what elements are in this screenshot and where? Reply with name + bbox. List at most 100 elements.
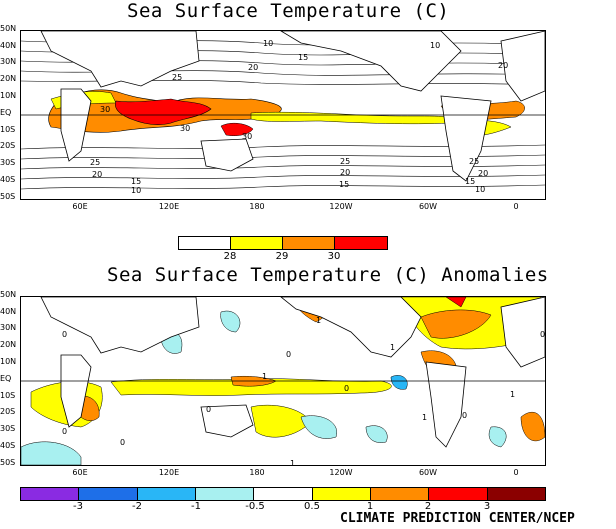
anomaly-contour-label: 0	[344, 384, 350, 393]
anomaly-colorbar-label: 0.5	[304, 501, 320, 512]
sst-colorbar-label: 29	[275, 251, 289, 262]
sst-contour-label: 20	[248, 63, 259, 72]
sst-lon-label: 0	[513, 202, 519, 211]
anomaly-negative-regions	[21, 310, 507, 465]
sst-contour-label: 15	[339, 180, 350, 189]
anomaly-lon-label: 60E	[72, 468, 88, 477]
sst-contour-label: 25	[340, 157, 351, 166]
sst-landmasses	[40, 31, 545, 182]
anomaly-contour-label: 0	[206, 405, 212, 414]
anomaly-colorbar-swatch	[137, 488, 196, 500]
sst-anomaly-map-panel	[20, 296, 546, 466]
sst-map-title: Sea Surface Temperature (C)	[127, 0, 450, 22]
anomaly-colorbar-label: 1	[366, 501, 374, 512]
sst-map-panel	[20, 30, 546, 200]
sst-colorbar-label: 28	[223, 251, 237, 262]
anomaly-contour-label: 0	[462, 411, 468, 420]
sst-contour-label: 20	[92, 170, 103, 179]
sst-lon-label: 180	[249, 202, 265, 211]
sst-colorbar-label: 30	[327, 251, 341, 262]
sst-contour-label: 15	[298, 53, 309, 62]
sst-map	[21, 31, 545, 190]
anomaly-colorbar-label: 2	[424, 501, 432, 512]
sst-contour-label: 30	[242, 132, 253, 141]
anomaly-colorbar-swatch	[312, 488, 371, 500]
anomaly-lat-label: 40N	[0, 307, 17, 316]
anomaly-colorbar-label: -3	[73, 501, 83, 512]
sst-lon-label: 120E	[158, 202, 180, 211]
anomaly-colorbar-label: -2	[132, 501, 142, 512]
anomaly-contour-label: 1	[510, 390, 516, 399]
anomaly-lat-label: 50S	[0, 458, 16, 467]
anomaly-contour-label: 1	[422, 413, 428, 422]
anomaly-colorbar-swatch	[21, 488, 80, 500]
sst-colorbar-swatch	[179, 237, 231, 249]
anomaly-colorbar-label: -0.5	[245, 501, 265, 512]
sst-contour-label: 30	[100, 105, 111, 114]
anomaly-contour-label: 0	[540, 330, 546, 339]
anomaly-lat-label: 10S	[0, 391, 16, 400]
anomaly-lat-label: 40S	[0, 441, 16, 450]
anomaly-colorbar-swatch	[487, 488, 545, 500]
anomaly-colorbar-swatch	[254, 488, 313, 500]
sst-lat-label: 30N	[0, 57, 17, 66]
sst-contour-label: 10	[131, 186, 142, 195]
anomaly-colorbar-swatch	[429, 488, 488, 500]
sst-lat-label: 40S	[0, 175, 16, 184]
sst-contour-label: 10	[263, 39, 274, 48]
sst-lon-label: 60E	[72, 202, 88, 211]
anomaly-contour-label: 1	[390, 343, 396, 352]
sst-contour-label: 15	[465, 177, 476, 186]
sst-contour-label: 10	[475, 185, 486, 194]
anomaly-lat-label: 30N	[0, 323, 17, 332]
sst-contour-label: 25	[469, 157, 480, 166]
sst-anomaly-map-title: Sea Surface Temperature (C) Anomalies	[107, 264, 549, 286]
anomaly-contour-label: 1	[262, 372, 268, 381]
anomaly-contour-label: 1	[316, 316, 322, 325]
anomaly-lat-label: 10N	[0, 357, 17, 366]
sst-lat-label: 20N	[0, 74, 17, 83]
sst-lat-label: 10S	[0, 125, 16, 134]
sst-lon-label: 120W	[329, 202, 353, 211]
anomaly-contour-label: 0	[62, 330, 68, 339]
sst-lat-label: 50N	[0, 24, 17, 33]
anomaly-lon-label: 0	[513, 468, 519, 477]
sst-anomaly-map	[21, 297, 545, 465]
sst-lat-label: 20S	[0, 141, 16, 150]
anomaly-lat-label: EQ	[0, 374, 12, 383]
sst-lat-label: EQ	[0, 108, 12, 117]
anomaly-landmasses	[40, 297, 545, 448]
anomaly-colorbar-label: -1	[191, 501, 201, 512]
anomaly-lat-label: 20S	[0, 407, 16, 416]
anomaly-contour-label: 1	[290, 459, 296, 468]
sst-contour-label: 30	[180, 124, 191, 133]
credit-text: CLIMATE PREDICTION CENTER/NCEP	[340, 511, 575, 526]
anomaly-lat-label: 50N	[0, 290, 17, 299]
anomaly-colorbar-label: 3	[483, 501, 491, 512]
anomaly-colorbar-swatch	[195, 488, 255, 500]
anomaly-contour-label: 0	[62, 427, 68, 436]
sst-colorbar-swatch	[335, 237, 387, 249]
sst-lat-label: 30S	[0, 158, 16, 167]
anomaly-lon-label: 120W	[329, 468, 353, 477]
anomaly-contour-label: 0	[286, 350, 292, 359]
sst-colorbar-swatch	[283, 237, 335, 249]
sst-colorbar	[178, 236, 388, 250]
anomaly-lon-label: 120E	[158, 468, 180, 477]
anomaly-lat-label: 30S	[0, 424, 16, 433]
sst-contour-label: 20	[340, 168, 351, 177]
sst-contour-label: 20	[498, 61, 509, 70]
anomaly-colorbar	[20, 487, 546, 501]
sst-contour-label: 15	[131, 177, 142, 186]
anomaly-colorbar-swatch	[370, 488, 430, 500]
anomaly-colorbar-swatch	[79, 488, 138, 500]
anomaly-lon-label: 180	[249, 468, 265, 477]
sst-lat-label: 10N	[0, 91, 17, 100]
sst-contour-label: 25	[90, 158, 101, 167]
sst-contour-label: 20	[478, 169, 489, 178]
sst-colorbar-swatch	[231, 237, 283, 249]
sst-lat-label: 50S	[0, 192, 16, 201]
anomaly-contour-label: 0	[120, 438, 126, 447]
sst-lon-label: 60W	[418, 202, 438, 211]
anomaly-lat-label: 20N	[0, 340, 17, 349]
